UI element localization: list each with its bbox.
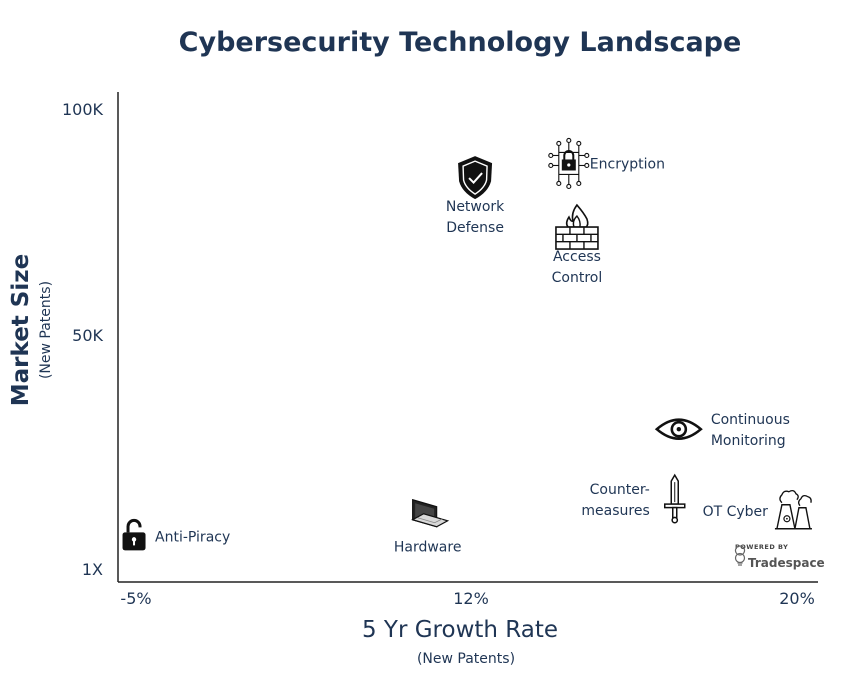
point-label: Counter- [590,482,650,498]
point-label: Control [552,270,603,286]
sword-icon [664,473,686,524]
point-label: Anti-Piracy [155,529,230,545]
y-tick-label: 100K [62,100,104,119]
x-axis-subtitle: (New Patents) [417,651,515,667]
powered-by-text: POWERED BY [735,543,788,551]
circuit-lock-icon [548,137,590,190]
point-label: Defense [446,220,504,236]
unlock-icon [122,518,146,551]
y-axis-title: Market Size [8,254,34,406]
point-access-control: Access Control [552,203,603,286]
point-hardware: Hardware [394,498,462,556]
point-label: Encryption [590,156,665,172]
chart-title: Cybersecurity Technology Landscape [179,27,742,58]
point-counter-measures: Counter-measures [581,473,686,524]
point-label: Network [446,199,505,215]
point-encryption: Encryption [548,137,665,190]
point-anti-piracy: Anti-Piracy [122,518,230,551]
point-label: OT Cyber [703,504,769,520]
x-axis-title: 5 Yr Growth Rate [362,617,558,643]
laptop-icon [411,498,450,528]
lightbulb-icon [734,545,746,566]
point-label: Access [553,249,601,265]
y-tick-label: 1X [82,560,103,579]
y-axis-subtitle: (New Patents) [38,281,54,379]
tradespace-text: Tradespace [748,556,825,570]
firewall-icon [555,203,599,250]
x-tick-label: -5% [120,589,151,608]
point-ot-cyber: OT Cyber [703,489,812,530]
point-label: measures [581,503,649,519]
points-layer: Network Defense Encryption Access Control Con… [122,137,812,556]
shield-check-icon [458,156,493,200]
point-label: Hardware [394,540,462,556]
point-continuous-monitoring: Continuous Monitoring [654,412,790,449]
point-label: Monitoring [711,433,786,449]
x-tick-label: 20% [779,589,815,608]
power-plant-icon [774,489,812,530]
point-label: Continuous [711,412,790,428]
y-tick-label: 50K [72,326,103,345]
point-network-defense: Network Defense [446,156,505,236]
tradespace-logo: POWERED BY Tradespace [734,543,825,570]
x-tick-label: 12% [453,589,489,608]
eye-icon [654,418,703,440]
